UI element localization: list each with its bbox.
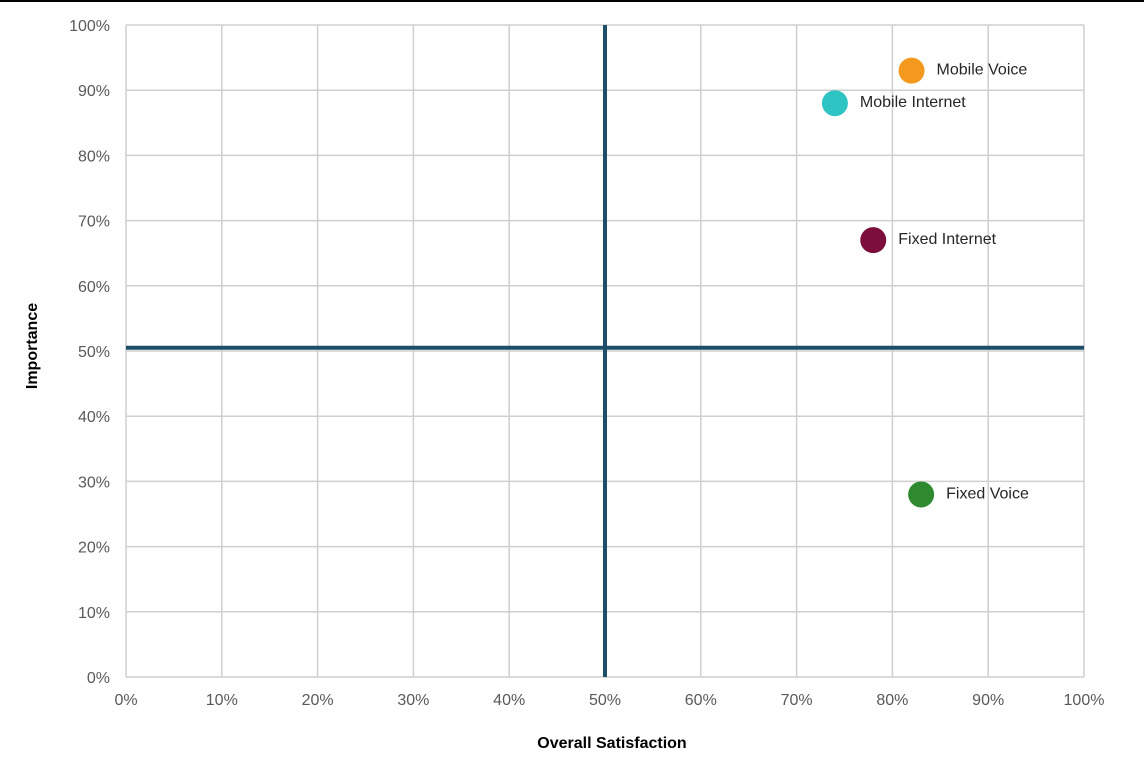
data-label: Fixed Voice [946,485,1029,502]
y-tick-label: 40% [78,409,110,426]
data-label: Fixed Internet [898,231,996,248]
y-tick-label: 50% [78,344,110,361]
y-axis-ticks: 0% 10% 20% 30% 40% 50% 60% 70% 80% 90% 100% [69,18,110,687]
top-border-rule [0,0,1144,2]
data-point [860,227,887,254]
x-tick-label: 0% [114,692,137,709]
data-point [821,90,848,117]
y-tick-label: 10% [78,605,110,622]
x-tick-label: 30% [397,692,429,709]
y-tick-label: 90% [78,83,110,100]
y-tick-label: 100% [69,18,110,35]
x-tick-label: 20% [302,692,334,709]
y-tick-label: 20% [78,540,110,557]
data-point [898,57,925,84]
x-tick-label: 40% [493,692,525,709]
y-tick-label: 0% [87,670,110,687]
y-tick-label: 70% [78,214,110,231]
data-labels: Mobile Voice Mobile Internet Fixed Interne… [860,62,1029,503]
x-tick-label: 80% [876,692,908,709]
quadrant-lines [126,25,1084,677]
data-points [821,57,935,508]
x-tick-label: 60% [685,692,717,709]
y-axis-title: Importance [24,303,41,389]
x-tick-label: 70% [781,692,813,709]
y-tick-label: 60% [78,279,110,296]
data-label: Mobile Voice [937,62,1028,79]
data-label: Mobile Internet [860,94,966,111]
x-tick-label: 10% [206,692,238,709]
data-point [908,481,935,508]
y-tick-label: 30% [78,474,110,491]
y-tick-label: 80% [78,148,110,165]
x-axis-title: Overall Satisfaction [537,735,686,752]
x-tick-label: 100% [1064,692,1105,709]
x-axis-ticks: 0% 10% 20% 30% 40% 50% 60% 70% 80% 90% 100% [114,692,1104,709]
x-tick-label: 90% [972,692,1004,709]
x-tick-label: 50% [589,692,621,709]
